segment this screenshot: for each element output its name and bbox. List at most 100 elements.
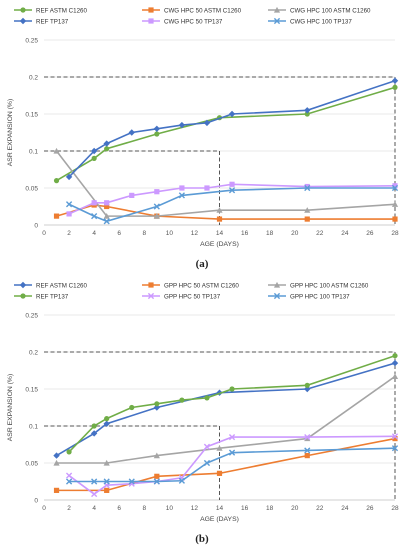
data-point [304, 385, 311, 393]
legend: REF ASTM C1260 GPP HPC 50 ASTM C1260 GPP H… [14, 281, 369, 301]
data-point [304, 216, 310, 222]
data-point [154, 401, 160, 407]
data-point [65, 173, 73, 181]
data-point [104, 416, 110, 422]
data-point [179, 397, 185, 403]
data-point [391, 77, 399, 84]
data-point [66, 449, 72, 455]
y-tick-label: 0.25 [25, 313, 38, 320]
data-point [228, 434, 236, 441]
panel-label-a: (a) [195, 258, 209, 270]
x-tick-label: 6 [117, 230, 121, 237]
x-tick-label: 20 [291, 230, 299, 237]
data-point [392, 435, 398, 442]
legend-label: GPP HPC 50 ASTM C1260 [164, 283, 239, 290]
data-point [178, 121, 186, 129]
legend-swatch-marker [148, 7, 154, 13]
chart-panel-a: REF ASTM C1260 CWG HPC 50 ASTM C1260 CWG H… [7, 6, 399, 270]
data-point [65, 201, 73, 208]
data-point [153, 404, 161, 411]
legend-swatch-marker [273, 6, 281, 13]
legend-item: GPP HPC 50 TP137 [142, 292, 221, 301]
y-axis-label: ASR EXPANSION (%) [7, 99, 14, 166]
data-point [179, 185, 185, 191]
data-point [228, 187, 236, 194]
reference-line [44, 76, 396, 225]
data-point [103, 478, 110, 485]
series-4 [66, 353, 398, 455]
series-line [68, 354, 396, 453]
data-point [178, 477, 185, 484]
x-tick-label: 22 [316, 505, 324, 512]
data-point [203, 443, 211, 450]
data-point [392, 353, 398, 359]
series-line [68, 187, 395, 223]
series-line [69, 447, 396, 483]
data-point [91, 490, 98, 498]
data-point [103, 459, 110, 466]
y-tick-label: 0 [34, 223, 38, 230]
data-point [154, 473, 160, 479]
y-tick-label: 0.1 [29, 149, 38, 156]
data-point [104, 203, 110, 210]
data-point [391, 184, 399, 192]
y-axis-label: ASR EXPANSION (%) [7, 374, 14, 441]
x-tick-label: 0 [42, 505, 46, 512]
data-point [304, 453, 310, 459]
data-point [392, 183, 398, 189]
data-point [91, 423, 97, 429]
data-point [103, 140, 110, 147]
legend-swatch-marker [20, 7, 26, 13]
series-line [56, 375, 396, 464]
data-point [203, 459, 211, 467]
data-point [65, 472, 73, 479]
legend-label: CWG HPC 50 TP137 [164, 19, 223, 26]
legend-swatch-marker [19, 17, 27, 25]
data-point [65, 478, 73, 485]
y-tick-label: 0.25 [25, 38, 38, 45]
data-point [304, 207, 311, 213]
legend-item: REF TP137 [14, 293, 69, 301]
legend-swatch-marker [147, 292, 155, 300]
legend-item: GPP HPC 100 TP137 [268, 292, 350, 301]
data-point [391, 201, 399, 207]
x-tick-label: 26 [366, 505, 374, 512]
data-point [90, 147, 98, 155]
data-point [53, 178, 60, 184]
data-point [391, 445, 399, 452]
panel-label-b: (b) [195, 533, 209, 545]
x-tick-label: 26 [366, 230, 374, 237]
data-point [304, 435, 311, 442]
data-point [154, 131, 160, 137]
series-5 [66, 181, 398, 217]
y-tick-label: 0.2 [29, 75, 38, 82]
legend-item: GPP HPC 50 ASTM C1260 [142, 282, 239, 290]
data-point [391, 433, 399, 440]
data-point [153, 478, 160, 485]
x-axis-label: AGE (DAYS) [200, 516, 239, 523]
data-point [91, 478, 98, 485]
x-tick-label: 16 [241, 230, 249, 237]
data-point [392, 84, 398, 90]
x-tick-label: 14 [216, 505, 224, 512]
x-tick-label: 18 [266, 230, 274, 237]
y-tick-label: 0.1 [29, 424, 38, 431]
data-point [228, 449, 236, 456]
data-point [129, 404, 135, 411]
data-point [228, 110, 236, 118]
y-tick-label: 0.15 [25, 387, 38, 394]
chart-panel-b: REF ASTM C1260 GPP HPC 50 ASTM C1260 GPP H… [0, 275, 404, 550]
legend-label: CWG HPC 100 ASTM C1260 [290, 8, 371, 15]
y-tick-label: 0.05 [25, 186, 38, 193]
legend-label: REF TP137 [36, 294, 69, 301]
x-tick-label: 28 [391, 505, 399, 512]
y-tick-label: 0.15 [25, 112, 38, 119]
data-point [229, 181, 235, 187]
data-point [304, 111, 310, 117]
x-tick-label: 12 [191, 230, 199, 237]
legend-item: CWG HPC 100 ASTM C1260 [268, 6, 371, 15]
data-point [216, 216, 223, 222]
data-point [153, 213, 160, 219]
legend-label: GPP HPC 100 ASTM C1260 [290, 283, 369, 290]
legend-label: GPP HPC 50 TP137 [164, 294, 221, 301]
